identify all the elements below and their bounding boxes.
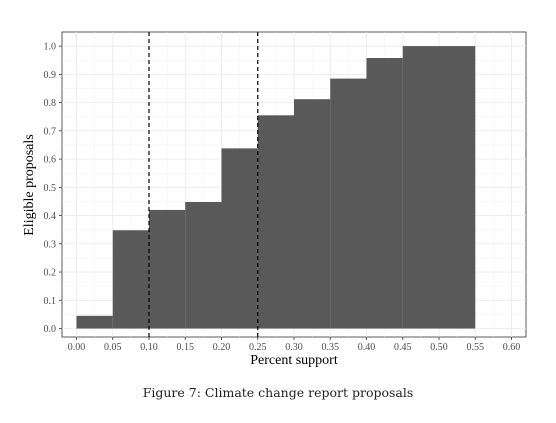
y-tick-label: 0.8 xyxy=(44,98,57,109)
histogram-bar xyxy=(257,115,294,329)
y-tick-label: 0.5 xyxy=(44,183,57,194)
y-tick-label: 0.2 xyxy=(44,268,57,279)
x-tick-label: 0.40 xyxy=(358,342,376,353)
histogram-bar xyxy=(185,202,222,329)
histogram-bar xyxy=(402,46,439,329)
histogram-bar xyxy=(366,57,403,329)
x-tick-label: 0.15 xyxy=(177,342,195,353)
figure-caption: Figure 7: Climate change report proposal… xyxy=(142,385,414,400)
y-tick-label: 0.9 xyxy=(44,70,57,81)
histogram-bar xyxy=(330,78,367,329)
x-tick-label: 0.25 xyxy=(249,342,267,353)
y-axis-title: Eligible proposals xyxy=(22,134,37,236)
histogram-bar xyxy=(76,315,113,329)
histogram-bar xyxy=(149,209,186,329)
axis-ticks: 0.00 0.05 0.10 0.15 0.20 0.25 0.30 0.35 0.40 0.45… xyxy=(44,42,521,353)
x-tick-label: 0.00 xyxy=(68,342,86,353)
x-tick-label: 0.55 xyxy=(467,342,485,353)
x-tick-label: 0.35 xyxy=(322,342,340,353)
reference-lines xyxy=(148,32,259,337)
y-tick-label: 0.7 xyxy=(44,126,57,137)
histogram-bar xyxy=(439,46,476,329)
y-tick-label: 0.6 xyxy=(44,155,57,166)
x-tick-label: 0.10 xyxy=(140,342,158,353)
y-tick-label: 1.0 xyxy=(44,42,57,53)
x-tick-label: 0.30 xyxy=(285,342,303,353)
bars xyxy=(76,46,476,329)
y-tick-label: 0.4 xyxy=(44,211,57,222)
histogram-bar xyxy=(112,230,149,329)
chart: 0.00 0.05 0.10 0.15 0.20 0.25 0.30 0.35 0.40 0.45… xyxy=(22,31,527,368)
y-tick-label: 0.3 xyxy=(44,239,57,250)
x-tick-label: 0.05 xyxy=(104,342,122,353)
x-tick-label: 0.60 xyxy=(503,342,521,353)
x-tick-label: 0.45 xyxy=(394,342,412,353)
y-tick-label: 0.0 xyxy=(44,324,57,335)
x-tick-label: 0.50 xyxy=(430,342,448,353)
histogram-bar xyxy=(221,148,258,329)
histogram-bar xyxy=(294,99,331,329)
x-axis-title: Percent support xyxy=(250,353,338,368)
x-tick-label: 0.20 xyxy=(213,342,231,353)
y-tick-label: 0.1 xyxy=(44,296,57,307)
